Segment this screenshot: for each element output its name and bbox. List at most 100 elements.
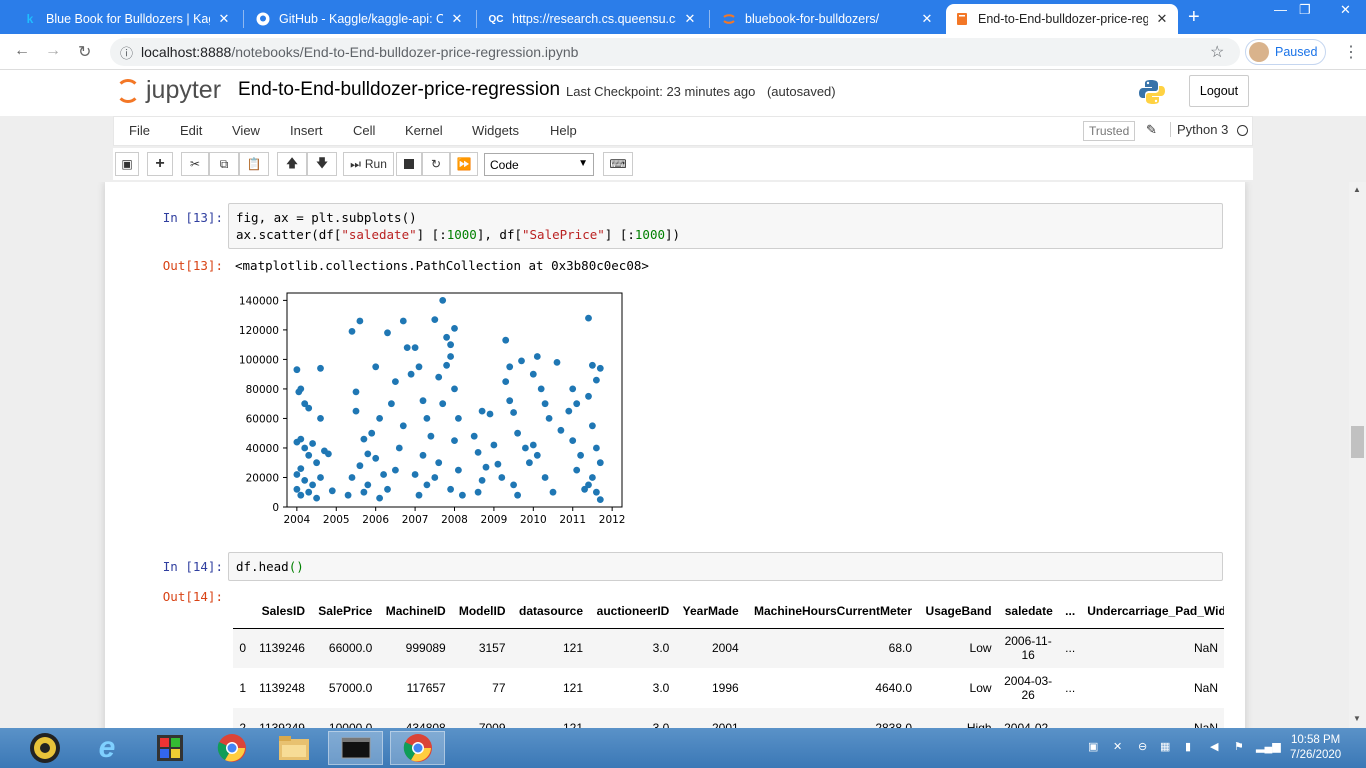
close-icon[interactable]: ✕: [921, 11, 933, 26]
dataframe-table: SalesID SalePrice MachineID ModelID data…: [233, 594, 1224, 728]
close-icon[interactable]: ✕: [1156, 11, 1168, 26]
tab-jupyter-tree[interactable]: bluebook-for-bulldozers/ ✕: [713, 4, 943, 34]
close-icon[interactable]: ✕: [218, 11, 230, 26]
tab-notebook-active[interactable]: End-to-End-bulldozer-price-reg ✕: [946, 4, 1178, 34]
tab-kaggle[interactable]: k Blue Book for Bulldozers | Kaggl ✕: [14, 4, 240, 34]
code-cell[interactable]: fig, ax = plt.subplots() ax.scatter(df["…: [228, 203, 1223, 249]
jupyter-logo[interactable]: jupyter: [116, 76, 221, 105]
system-clock[interactable]: 10:58 PM 7/26/2020: [1290, 733, 1341, 763]
menu-widgets[interactable]: Widgets: [472, 123, 519, 138]
row-index: 1: [239, 681, 247, 695]
start-button[interactable]: [20, 731, 70, 765]
insert-cell-button[interactable]: +: [147, 152, 173, 176]
page-scrollbar[interactable]: ▲ ▼: [1349, 182, 1366, 728]
paste-button[interactable]: 📋: [239, 152, 269, 176]
explorer-taskbar-icon[interactable]: [269, 731, 319, 765]
restart-run-all-button[interactable]: ⏩: [450, 152, 478, 176]
run-button[interactable]: ⏭ Run: [343, 152, 394, 176]
tray-minus-icon[interactable]: ⊖: [1138, 741, 1148, 753]
profile-button[interactable]: Paused: [1245, 39, 1326, 65]
maximize-button[interactable]: ❐: [1299, 2, 1311, 17]
move-up-button[interactable]: 🡅: [277, 152, 307, 176]
scatter-point: [490, 441, 498, 449]
ie-taskbar-icon[interactable]: e: [98, 731, 116, 764]
scatter-point: [506, 363, 514, 371]
menu-cell[interactable]: Cell: [353, 123, 376, 138]
bookmark-star-icon[interactable]: ☆: [1210, 44, 1225, 61]
save-button[interactable]: ▣: [115, 152, 139, 176]
reload-icon[interactable]: ↻: [78, 44, 92, 61]
column-header: YearMade: [675, 594, 745, 629]
chevron-down-icon: ▼: [578, 158, 588, 169]
minimize-button[interactable]: —: [1274, 2, 1287, 17]
menu-edit[interactable]: Edit: [180, 123, 203, 138]
scatter-point: [399, 317, 407, 325]
volume-icon[interactable]: ◀: [1210, 741, 1219, 753]
pencil-icon[interactable]: ✎: [1146, 122, 1157, 137]
chrome-active-taskbar-icon[interactable]: [390, 731, 445, 765]
logout-button[interactable]: Logout: [1189, 75, 1249, 107]
cmd-taskbar-icon[interactable]: [328, 731, 383, 765]
x-tick-label: 2008: [441, 514, 468, 526]
tray-app-icon[interactable]: ▣: [1088, 741, 1099, 753]
menu-kebab-icon[interactable]: ⋮: [1343, 44, 1359, 61]
menu-file[interactable]: File: [129, 123, 150, 138]
table-cell: 1139248: [259, 681, 305, 695]
tray-network-icon[interactable]: ✕: [1113, 741, 1123, 753]
scrollbar-thumb[interactable]: [1351, 426, 1364, 458]
close-icon[interactable]: ✕: [451, 11, 463, 26]
copy-button[interactable]: ⧉: [209, 152, 239, 176]
scatter-point: [585, 481, 592, 489]
notebook-name[interactable]: End-to-End-bulldozer-price-regression: [238, 79, 561, 100]
table-cell: 10000.0: [310, 708, 379, 728]
column-header: ...: [1058, 594, 1082, 629]
scatter-point: [478, 407, 486, 415]
scroll-up-icon[interactable]: ▲: [1353, 185, 1361, 194]
code-cell[interactable]: df.head(): [228, 552, 1223, 581]
cut-button[interactable]: ✂: [181, 152, 209, 176]
tray-device-icon[interactable]: ▮: [1185, 741, 1192, 753]
restart-button[interactable]: ↻: [422, 152, 450, 176]
new-tab-button[interactable]: +: [1188, 6, 1200, 28]
flag-icon[interactable]: ⚑: [1234, 741, 1244, 753]
chrome-taskbar-icon[interactable]: [207, 731, 257, 765]
signal-icon[interactable]: ▂▄▆: [1256, 741, 1281, 753]
tab-title: End-to-End-bulldozer-price-reg: [978, 12, 1148, 26]
scroll-down-icon[interactable]: ▼: [1353, 714, 1361, 723]
close-icon[interactable]: ✕: [684, 11, 696, 26]
scatter-point: [380, 471, 387, 478]
move-down-button[interactable]: 🡇: [307, 152, 337, 176]
menu-insert[interactable]: Insert: [290, 123, 323, 138]
output-text: <matplotlib.collections.PathCollection a…: [235, 258, 649, 273]
table-cell: 1139249: [252, 708, 311, 728]
url-field[interactable]: ⓘ localhost:8888/notebooks/End-to-End-bu…: [110, 38, 1240, 66]
scatter-point: [293, 485, 301, 493]
interrupt-button[interactable]: [396, 152, 422, 176]
scatter-point: [411, 344, 419, 351]
step-forward-icon: ⏭: [350, 156, 361, 171]
arrow-up-icon: 🡅: [285, 155, 299, 170]
forward-icon[interactable]: →: [45, 42, 61, 59]
table-row: 2 1139249 10000.0 434808 7009 121 3.0 2001 2838.…: [233, 708, 1224, 728]
tray-monitor-icon[interactable]: ▦: [1160, 741, 1171, 753]
tab-github[interactable]: GitHub - Kaggle/kaggle-api: Offi ✕: [247, 4, 473, 34]
back-icon[interactable]: ←: [14, 42, 30, 59]
app-taskbar-icon[interactable]: [145, 731, 195, 765]
tab-queensu[interactable]: QC https://research.cs.queensu.ca/h ✕: [480, 4, 706, 34]
table-cell: 57000.0: [328, 681, 373, 695]
close-window-button[interactable]: ✕: [1340, 2, 1351, 17]
table-cell: 121: [511, 708, 590, 728]
scatter-point: [325, 450, 332, 458]
column-header: MachineID: [378, 594, 452, 629]
menu-help[interactable]: Help: [550, 123, 577, 138]
kernel-name[interactable]: Python 3: [1170, 122, 1228, 137]
command-palette-button[interactable]: ⌨: [603, 152, 633, 176]
cell-type-select[interactable]: Code ▼: [484, 153, 594, 176]
menu-view[interactable]: View: [232, 123, 260, 138]
trusted-badge[interactable]: Trusted: [1083, 121, 1136, 141]
scatter-point: [431, 474, 439, 481]
scatter-point: [317, 415, 324, 422]
tab-title: GitHub - Kaggle/kaggle-api: Offi: [279, 12, 443, 26]
scatter-point: [533, 451, 541, 459]
menu-kernel[interactable]: Kernel: [405, 123, 443, 138]
